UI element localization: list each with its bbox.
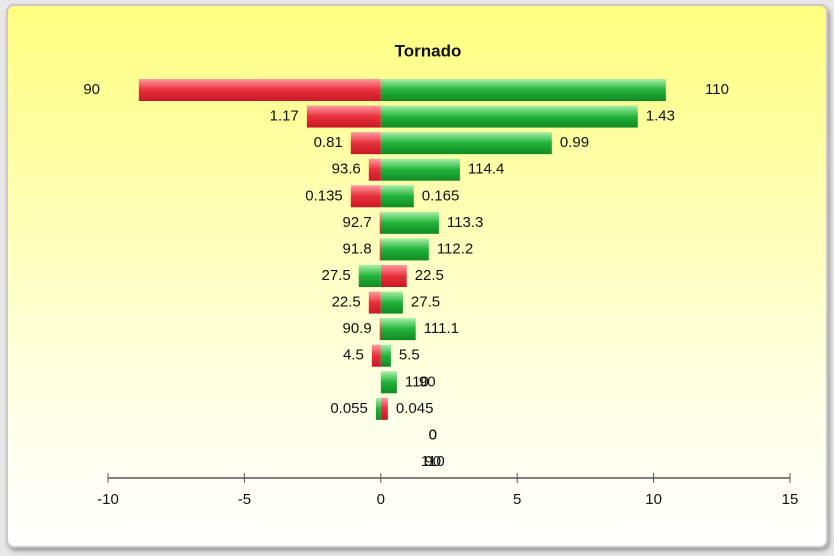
data-label: 90.9	[343, 320, 372, 337]
bar	[380, 238, 429, 261]
data-label: 114.4	[468, 161, 504, 178]
bar	[350, 185, 381, 208]
data-label: 0	[429, 426, 437, 443]
bar	[380, 105, 638, 128]
data-label: 92.7	[343, 214, 372, 231]
data-label: 110	[405, 373, 429, 390]
bar	[380, 344, 391, 367]
bar	[358, 265, 381, 287]
data-label: 112.2	[437, 240, 473, 257]
x-tick-label: 0	[377, 491, 385, 508]
bar	[380, 158, 460, 181]
x-tick-label: 15	[782, 491, 799, 508]
bar	[368, 158, 381, 181]
data-label: 110	[421, 453, 445, 470]
data-label: 90	[83, 81, 100, 98]
bar	[371, 344, 381, 367]
x-tick-label: -5	[238, 491, 251, 508]
data-label: 93.6	[332, 161, 361, 178]
data-label: 5.5	[399, 347, 420, 364]
bar	[306, 105, 381, 128]
data-label: 0.135	[305, 187, 343, 204]
x-tick-label: 5	[513, 491, 521, 508]
data-label: 1.17	[270, 108, 299, 125]
data-label: 90	[419, 373, 436, 390]
bar	[368, 291, 381, 314]
bar	[379, 211, 381, 234]
bar	[380, 318, 416, 341]
data-label: 4.5	[343, 347, 364, 364]
bar	[379, 238, 381, 261]
bar	[350, 132, 381, 155]
bar	[380, 185, 414, 208]
bar	[379, 318, 381, 341]
data-label: 1.43	[646, 108, 675, 125]
bar	[138, 79, 381, 101]
bar	[380, 397, 388, 420]
data-label: 0.165	[422, 187, 460, 204]
x-tick-label: -10	[97, 491, 119, 508]
data-label: 0.81	[314, 134, 343, 151]
bar	[380, 265, 407, 287]
data-label: 90	[424, 453, 441, 470]
bar	[380, 371, 397, 394]
x-tick-label: 10	[645, 491, 662, 508]
data-label: 0.045	[396, 400, 434, 417]
data-label: 91.8	[343, 240, 372, 257]
data-label: 22.5	[332, 294, 361, 311]
data-label: 110	[705, 81, 729, 98]
bar	[380, 211, 439, 234]
data-label: 113.3	[447, 214, 483, 231]
data-label: 0.99	[560, 134, 589, 151]
bar	[380, 132, 552, 155]
bar	[375, 397, 381, 420]
data-label: 111.1	[424, 320, 459, 337]
data-label: 27.5	[411, 294, 440, 311]
data-label: 27.5	[322, 267, 351, 284]
data-label: 0	[429, 426, 437, 443]
data-label: 0.055	[330, 400, 368, 417]
chart-title: Tornado	[395, 41, 462, 60]
bar	[380, 291, 403, 314]
data-label: 22.5	[415, 267, 444, 284]
bar	[380, 79, 666, 101]
